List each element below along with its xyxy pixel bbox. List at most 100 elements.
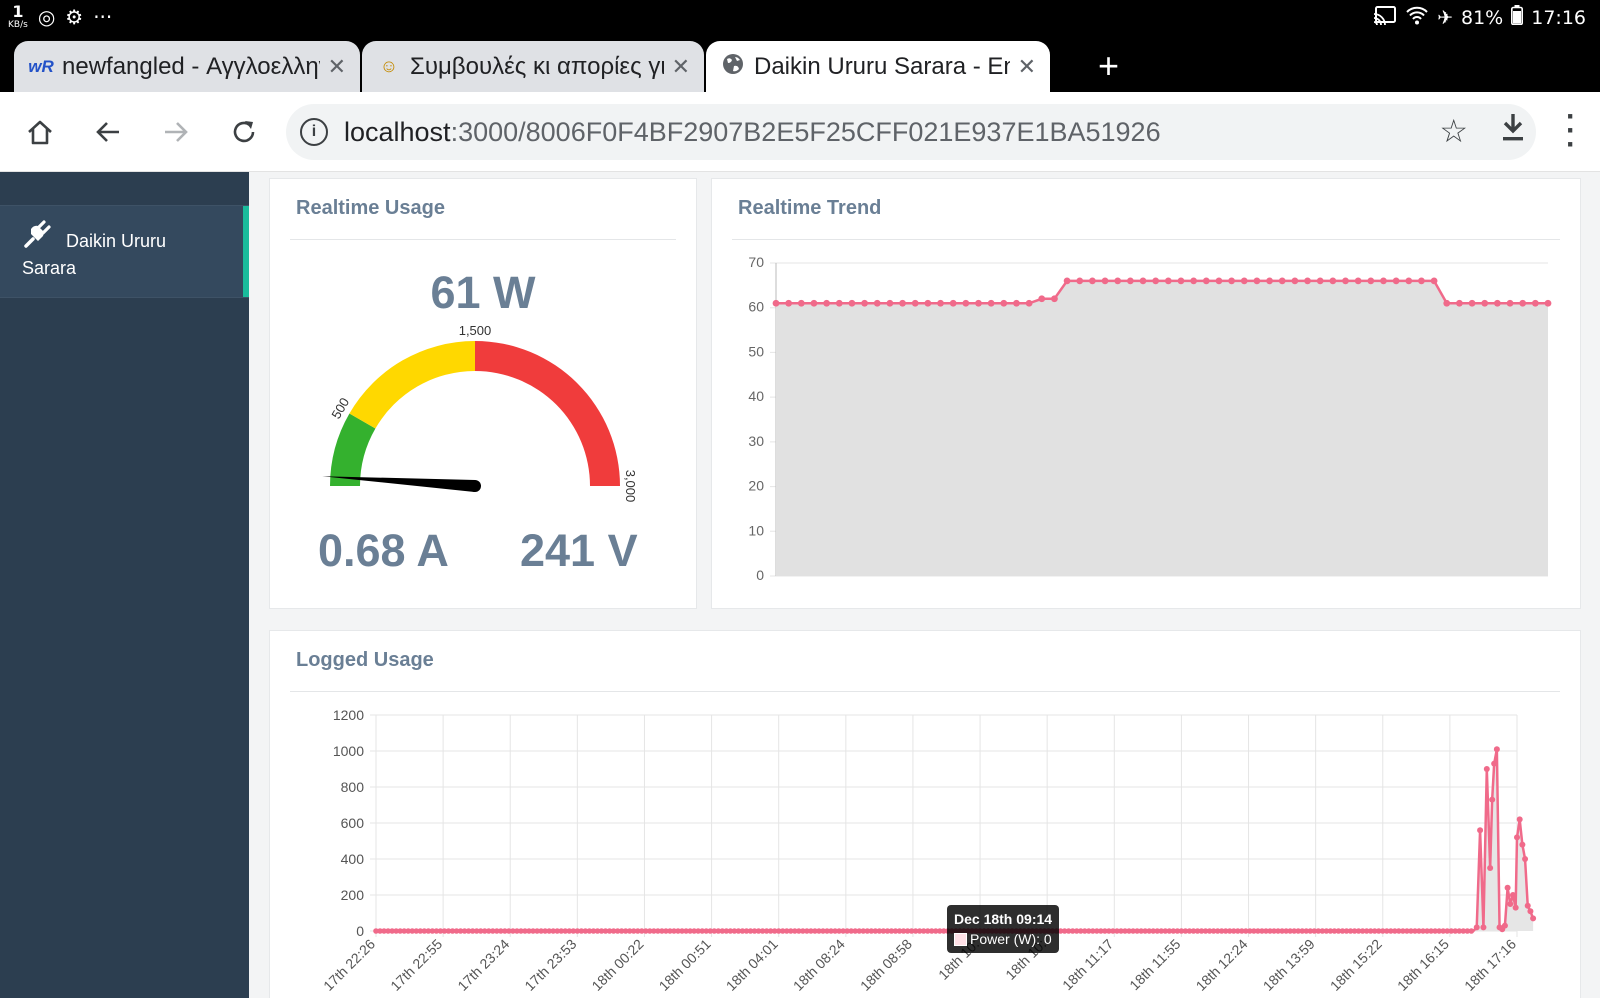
data-point xyxy=(804,928,810,934)
data-point xyxy=(1295,928,1301,934)
data-point xyxy=(1259,928,1265,934)
data-point xyxy=(1275,928,1281,934)
tab-title: newfangled - Αγγλοελληνικό xyxy=(62,52,320,80)
close-tab-icon[interactable]: ✕ xyxy=(671,53,690,79)
close-tab-icon[interactable]: ✕ xyxy=(1017,53,1036,79)
data-point xyxy=(1487,865,1494,871)
address-bar[interactable]: i localhost:3000/8006F0F4BF2907B2E5F25CF… xyxy=(286,104,1536,160)
data-point xyxy=(622,928,629,934)
data-point xyxy=(860,928,867,934)
data-point xyxy=(425,928,432,934)
data-point xyxy=(727,928,734,934)
divider xyxy=(732,239,1560,240)
download-icon[interactable] xyxy=(1500,112,1526,150)
data-point xyxy=(962,299,970,307)
data-point xyxy=(1077,928,1084,934)
data-point xyxy=(598,928,605,934)
data-point xyxy=(1114,928,1120,934)
data-point xyxy=(1483,766,1490,772)
data-point xyxy=(949,299,957,307)
data-point xyxy=(924,299,932,307)
data-point xyxy=(1266,277,1273,285)
gauge-needle xyxy=(322,476,476,492)
x-tick-label: 17th 23:53 xyxy=(521,936,579,994)
data-point xyxy=(514,928,520,934)
tab-symvoules[interactable]: ☺ Συμβουλές κι απορίες για ✕ xyxy=(362,41,704,92)
y-tick-label: 50 xyxy=(748,343,764,359)
data-point xyxy=(828,928,834,934)
data-point xyxy=(1110,928,1116,934)
data-point xyxy=(886,299,894,307)
data-point xyxy=(1367,928,1374,934)
data-point xyxy=(1190,928,1197,934)
back-button[interactable] xyxy=(90,114,126,150)
data-point xyxy=(1152,277,1160,285)
data-point xyxy=(1392,277,1400,285)
sidebar-item-daikin-ururu-sarara[interactable]: Daikin Ururu Sarara xyxy=(0,206,249,298)
data-point xyxy=(772,299,780,307)
data-point xyxy=(441,928,448,934)
data-point xyxy=(824,928,830,934)
data-point xyxy=(856,928,863,934)
tab-newfangled[interactable]: wR newfangled - Αγγλοελληνικό ✕ xyxy=(14,41,360,92)
data-point xyxy=(1522,856,1529,862)
data-point xyxy=(1514,834,1520,841)
y-tick-label: 60 xyxy=(748,299,764,315)
data-point xyxy=(1491,760,1498,767)
browser-menu-icon[interactable]: · · · xyxy=(1566,100,1576,161)
y-tick-label: 0 xyxy=(756,567,764,583)
data-point xyxy=(1150,928,1157,934)
data-point xyxy=(638,928,645,934)
data-point xyxy=(900,928,907,934)
data-point xyxy=(510,928,516,934)
data-point xyxy=(1076,277,1084,285)
data-point xyxy=(618,928,625,934)
data-point xyxy=(1408,928,1414,934)
data-point xyxy=(691,928,697,934)
data-point xyxy=(785,299,793,307)
data-point xyxy=(489,928,496,934)
data-point xyxy=(1230,928,1237,934)
bookmark-star-icon[interactable]: ☆ xyxy=(1439,113,1468,149)
data-point xyxy=(1404,928,1410,934)
data-point xyxy=(1304,277,1311,285)
settings-icon: ⚙ xyxy=(65,5,84,29)
data-point xyxy=(1383,928,1390,934)
data-point xyxy=(1512,904,1519,911)
data-point xyxy=(602,928,609,934)
data-point xyxy=(1098,928,1104,934)
data-point xyxy=(1351,928,1358,934)
data-point xyxy=(385,928,391,934)
data-point xyxy=(937,299,944,307)
data-point xyxy=(655,928,661,934)
data-point xyxy=(614,928,621,934)
data-point xyxy=(1420,928,1426,934)
forward-button[interactable] xyxy=(158,114,194,150)
home-button[interactable] xyxy=(22,114,58,150)
plug-icon xyxy=(22,220,52,257)
gauge-needle-hub xyxy=(469,480,481,492)
data-point xyxy=(526,928,532,934)
url-text[interactable]: localhost:3000/8006F0F4BF2907B2E5F25CFF0… xyxy=(344,117,1161,148)
arrow-right-icon xyxy=(165,122,188,142)
close-tab-icon[interactable]: ✕ xyxy=(327,53,346,79)
data-point xyxy=(1307,928,1314,934)
sidebar-item-partial[interactable] xyxy=(0,172,249,206)
data-point xyxy=(409,928,416,934)
data-point xyxy=(413,928,420,934)
new-tab-button[interactable]: + xyxy=(1098,45,1120,86)
tab-strip: wR newfangled - Αγγλοελληνικό ✕ ☺ Συμβου… xyxy=(0,34,1600,92)
data-point xyxy=(594,928,601,934)
data-point xyxy=(751,928,758,934)
y-tick-label: 40 xyxy=(748,388,764,404)
data-point xyxy=(1130,928,1136,934)
tab-daikin[interactable]: Daikin Ururu Sarara - Energy ✕ xyxy=(706,41,1050,92)
sidebar: Daikin Ururu Sarara xyxy=(0,172,249,998)
data-point xyxy=(562,928,569,934)
data-point xyxy=(796,928,802,934)
x-tick-label: 18th 00:22 xyxy=(588,936,646,994)
info-icon[interactable]: i xyxy=(300,118,328,146)
data-point xyxy=(1315,928,1322,934)
reload-button[interactable] xyxy=(226,114,262,150)
url-host: localhost xyxy=(344,117,451,147)
